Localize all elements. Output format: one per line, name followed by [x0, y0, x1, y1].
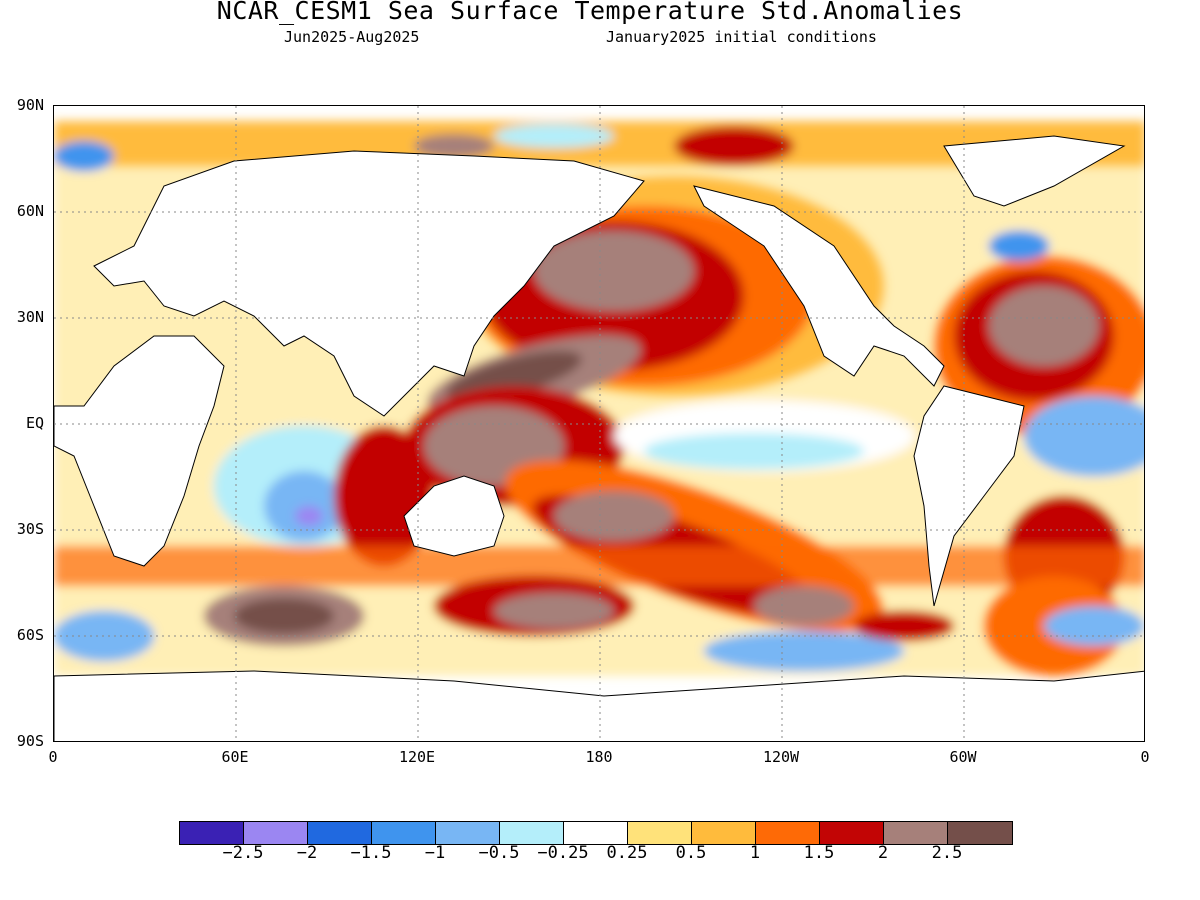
- colorbar-label: 1.5: [803, 843, 835, 863]
- colorbar-box: [820, 822, 884, 844]
- lat-label-30s: 30S: [16, 520, 44, 538]
- colorbar-label: 0.25: [606, 843, 648, 863]
- land-africa: [54, 335, 225, 567]
- grid-lines: [54, 106, 1144, 741]
- colorbar-box: [500, 822, 564, 844]
- colorbar-label: −2: [296, 843, 318, 863]
- initial-conditions: January2025 initial conditions: [606, 28, 877, 46]
- lon-label-0-left: 0: [48, 748, 58, 766]
- colorbar-label: −1: [424, 843, 446, 863]
- colorbar-box: [628, 822, 692, 844]
- anomaly-field: [54, 121, 1144, 676]
- map-title: NCAR_CESM1 Sea Surface Temperature Std.A…: [216, 0, 964, 25]
- lat-label-90n: 90N: [16, 96, 44, 114]
- land-masses: [54, 135, 1144, 741]
- colorbar-box: [244, 822, 308, 844]
- lat-label-eq: EQ: [25, 414, 44, 432]
- colorbar-box: [436, 822, 500, 844]
- lon-label-60w: 60W: [949, 748, 977, 766]
- sst-anomaly-map: [53, 105, 1145, 742]
- lon-label-180: 180: [585, 748, 613, 766]
- land-australia: [403, 475, 505, 557]
- colorbar-label: −2.5: [222, 843, 264, 863]
- colorbar-label: 1: [749, 843, 761, 863]
- land-north-america: [693, 185, 945, 387]
- forecast-period: Jun2025-Aug2025: [284, 28, 420, 46]
- colorbar-label: −1.5: [350, 843, 392, 863]
- colorbar-box: [948, 822, 1012, 844]
- land-greenland: [943, 135, 1126, 207]
- colorbar-label: −0.25: [537, 843, 589, 863]
- colorbar-label: 2.5: [931, 843, 963, 863]
- colorbar-label: 0.5: [675, 843, 707, 863]
- colorbar-box: [564, 822, 628, 844]
- land-eurasia: [93, 150, 645, 417]
- lon-label-120e: 120E: [398, 748, 436, 766]
- lat-label-60s: 60S: [16, 626, 44, 644]
- lon-label-120w: 120W: [762, 748, 800, 766]
- colorbar-box: [180, 822, 244, 844]
- lat-label-30n: 30N: [16, 308, 44, 326]
- colorbar: [179, 821, 1013, 845]
- colorbar-box: [308, 822, 372, 844]
- lat-label-90s: 90S: [16, 732, 44, 750]
- colorbar-box: [372, 822, 436, 844]
- land-south-america: [913, 385, 1025, 607]
- colorbar-label: 2: [877, 843, 889, 863]
- colorbar-label: −0.5: [478, 843, 520, 863]
- colorbar-box: [756, 822, 820, 844]
- colorbar-box: [692, 822, 756, 844]
- lon-label-60e: 60E: [221, 748, 249, 766]
- land-antarctica: [54, 670, 1144, 741]
- map-canvas: [54, 106, 1144, 741]
- lon-label-0-right: 0: [1140, 748, 1150, 766]
- colorbar-box: [884, 822, 948, 844]
- lat-label-60n: 60N: [16, 202, 44, 220]
